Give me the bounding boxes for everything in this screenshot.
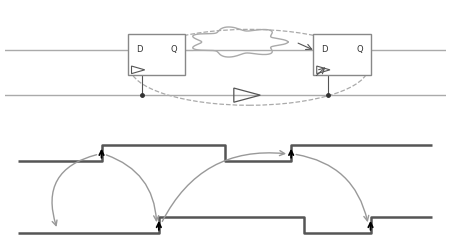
Text: D: D <box>136 45 142 54</box>
Bar <box>313 35 370 76</box>
Text: Q: Q <box>171 45 178 54</box>
Text: D: D <box>321 45 328 54</box>
Bar <box>128 35 185 76</box>
Text: Q: Q <box>356 45 363 54</box>
